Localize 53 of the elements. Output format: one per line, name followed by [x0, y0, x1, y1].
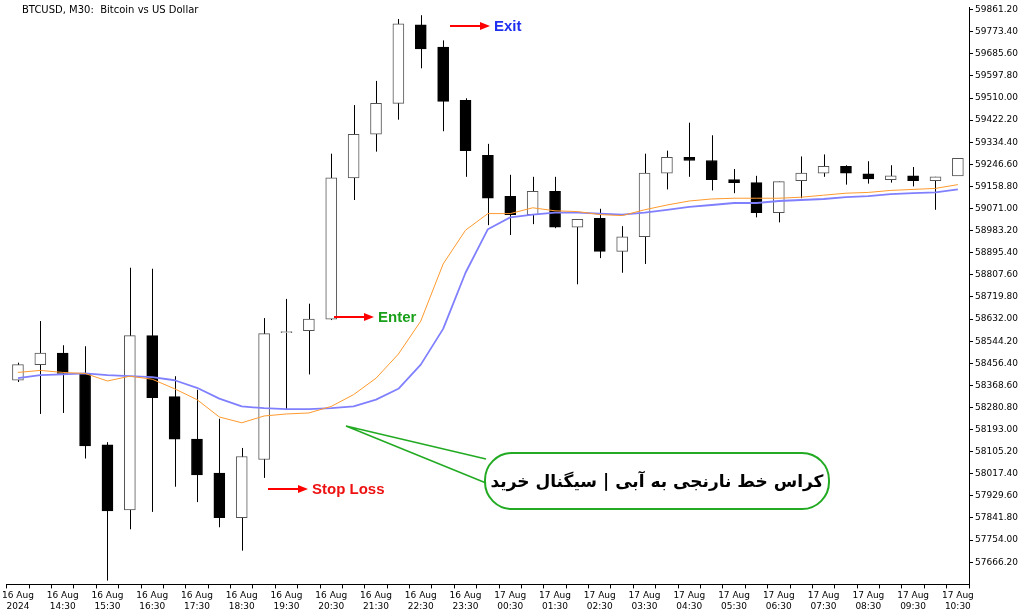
x-tick-label: 16 Aug 17:30 [181, 590, 213, 611]
x-tick-label: 16 Aug 19:30 [270, 590, 303, 611]
y-tick-label: 59597.80 [975, 70, 1019, 81]
y-tick-label: 59334.40 [975, 136, 1019, 147]
y-tick-label: 58807.60 [975, 269, 1019, 280]
y-tick-label: 57841.80 [975, 512, 1019, 523]
y-tick-label: 57754.00 [975, 534, 1019, 545]
x-tick-label: 17 Aug 03:30 [628, 590, 661, 611]
x-tick-label: 16 Aug 23:30 [449, 590, 482, 611]
x-tick-label: 16 Aug 18:30 [225, 590, 258, 611]
x-tick-label: 17 Aug 02:30 [583, 590, 616, 611]
x-tick-label: 16 Aug 14:30 [46, 590, 79, 611]
y-tick-label: 58280.80 [975, 401, 1019, 412]
y-tick-label: 58193.00 [975, 423, 1019, 434]
x-tick-label: 17 Aug 06:30 [762, 590, 795, 611]
y-tick-label: 59158.80 [975, 180, 1019, 191]
y-tick-label: 58632.00 [975, 313, 1019, 324]
x-tick-label: 16 Aug 2024 [2, 590, 34, 611]
x-tick-label: 17 Aug 07:30 [807, 590, 840, 611]
x-tick-label: 17 Aug 04:30 [673, 590, 706, 611]
y-tick-label: 59510.00 [975, 92, 1019, 103]
y-tick-label: 57666.20 [975, 556, 1019, 567]
annotation: کراس خط نارنجی به آبی | سیگنال خرید [484, 452, 830, 510]
x-tick-label: 16 Aug 21:30 [360, 590, 392, 611]
y-tick-label: 59773.40 [975, 26, 1019, 37]
y-tick-label: 59685.60 [975, 48, 1019, 59]
x-tick-label: 17 Aug 00:30 [494, 590, 527, 611]
annotation: Enter [378, 308, 417, 325]
x-tick-label: 17 Aug 10:30 [941, 590, 974, 611]
x-tick-label: 16 Aug 15:30 [91, 590, 124, 611]
chart-title: BTCUSD, M30: Bitcoin vs US Dollar [22, 4, 199, 15]
y-tick-label: 58368.60 [975, 379, 1019, 390]
x-tick-label: 16 Aug 16:30 [136, 590, 169, 611]
annotation: Exit [494, 17, 522, 34]
y-tick-label: 59422.20 [975, 114, 1019, 125]
annotation: Stop Loss [312, 480, 385, 497]
y-tick-label: 58017.40 [975, 468, 1019, 479]
x-tick-label: 17 Aug 09:30 [897, 590, 930, 611]
y-tick-label: 58544.20 [975, 335, 1019, 346]
y-tick-label: 58719.80 [975, 291, 1019, 302]
y-tick-label: 59246.60 [975, 158, 1019, 169]
y-tick-label: 58895.40 [975, 247, 1019, 258]
y-tick-label: 59861.20 [975, 3, 1019, 14]
y-tick-label: 57929.60 [975, 490, 1019, 501]
x-tick-label: 17 Aug 05:30 [718, 590, 751, 611]
x-tick-label: 17 Aug 08:30 [852, 590, 885, 611]
y-tick-label: 58983.20 [975, 224, 1019, 235]
y-tick-label: 58105.20 [975, 446, 1019, 457]
x-tick-label: 16 Aug 22:30 [404, 590, 437, 611]
x-tick-label: 16 Aug 20:30 [315, 590, 348, 611]
x-tick-label: 17 Aug 01:30 [539, 590, 571, 611]
y-tick-label: 58456.40 [975, 357, 1019, 368]
y-tick-label: 59071.00 [975, 202, 1019, 213]
